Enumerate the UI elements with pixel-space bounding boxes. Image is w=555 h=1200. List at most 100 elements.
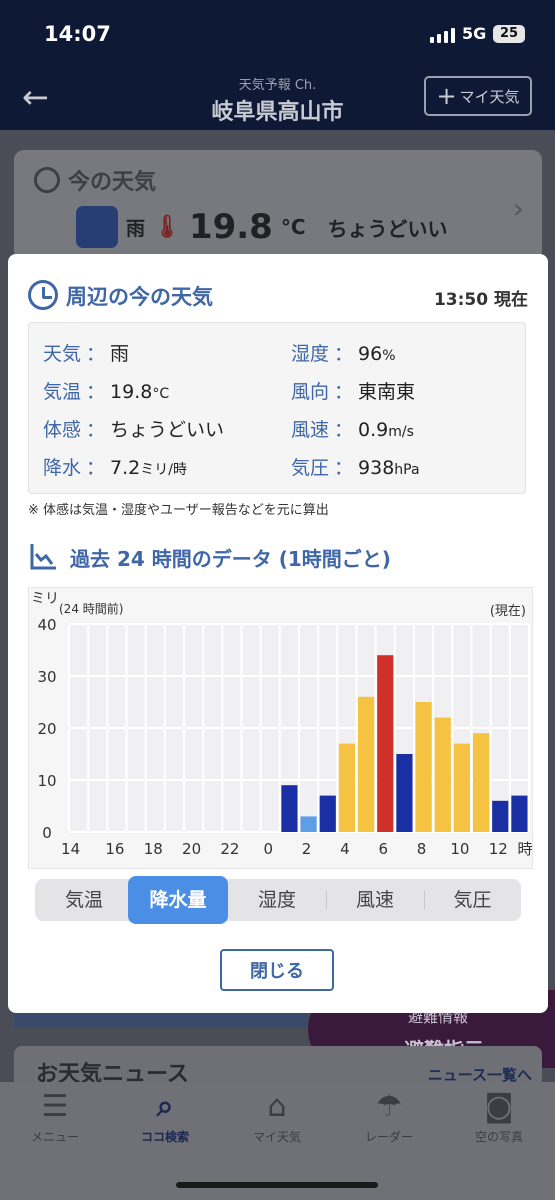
my-weather-label: マイ天気 <box>459 87 520 106</box>
rain-icon <box>76 206 118 248</box>
obs-value: 19.8 <box>110 381 153 403</box>
home-indicator <box>176 1182 378 1188</box>
obs-value: 96 <box>358 343 383 365</box>
obs-temperature: 気温 ： 19.8°C <box>43 377 169 404</box>
obs-wind-direction: 風向 ： 東南東 <box>291 377 415 404</box>
tab-wind-speed[interactable]: 風速 <box>355 889 394 911</box>
battery-icon: 25 <box>493 25 525 43</box>
history-header: 過去 24 時間のデータ (1時間ごと) <box>28 540 528 574</box>
tab-humidity[interactable]: 湿度 <box>257 889 296 911</box>
close-button[interactable]: 閉じる <box>220 949 334 991</box>
observed-time: 13:50 現在 <box>433 290 528 310</box>
precip-bar <box>415 702 432 832</box>
precip-bar <box>377 655 394 832</box>
menu-icon: ☰ <box>41 1089 69 1124</box>
obs-separator: ： <box>86 343 106 365</box>
obs-value: ちょうどいい <box>110 419 225 441</box>
tab-sky-photo[interactable]: ◙ 空の写真 <box>454 1090 544 1145</box>
plus-icon: + <box>436 82 457 110</box>
app-subtitle: 天気予報 Ch. <box>238 78 317 93</box>
obs-value-wrap: 938hPa <box>358 457 420 479</box>
modal-header: 周辺の今の天気 13:50 現在 <box>28 278 528 312</box>
precip-bar <box>473 733 490 832</box>
tab-search[interactable]: ⌕ ココ検索 <box>120 1090 210 1145</box>
obs-label: 気圧 <box>291 457 330 479</box>
precip-bar <box>396 754 413 832</box>
obs-label: 体感 <box>43 419 82 441</box>
condition-text: 雨 <box>126 217 146 240</box>
obs-separator: ： <box>86 419 106 441</box>
my-weather-button[interactable]: + マイ天気 <box>424 76 532 116</box>
obs-feels-like: 体感 ： ちょうどいい <box>43 415 224 442</box>
x-tick-label: 16 <box>105 840 124 858</box>
obs-value: 938 <box>358 457 395 479</box>
x-tick-label: 18 <box>144 840 163 858</box>
obs-separator: ： <box>86 381 106 403</box>
y-tick-label: 30 <box>37 668 56 686</box>
x-unit-label: 時 <box>517 840 532 858</box>
chart-unit-label: ミリ <box>31 591 59 607</box>
obs-wind-speed: 風速 ： 0.9m/s <box>291 415 414 442</box>
tab-radar[interactable]: ☂ レーダー <box>344 1090 434 1145</box>
background-banner-strip <box>14 1010 308 1028</box>
obs-separator: ： <box>334 381 354 403</box>
chart-svg: 0 10 20 30 40 14 16 18 20 22 0 2 4 6 8 10 12 時 <box>37 616 532 858</box>
precipitation-chart: 0 10 20 30 40 14 16 18 20 22 0 2 4 6 8 10 12 時 ミリ (24 時間前… <box>28 587 533 869</box>
tab-label: マイ天気 <box>252 1130 301 1144</box>
obs-unit: °C <box>152 386 170 402</box>
x-tick-label: 0 <box>263 840 273 858</box>
chart-end-label: (現在) <box>489 604 526 619</box>
feel-text: ちょうどいい <box>327 216 448 241</box>
chevron-right-icon: › <box>512 192 524 225</box>
tab-menu[interactable]: ☰ メニュー <box>10 1090 100 1145</box>
obs-separator: ： <box>334 343 354 365</box>
obs-unit: ミリ/時 <box>140 462 187 478</box>
precip-bar <box>338 743 355 832</box>
umbrella-icon: ☂ <box>375 1089 403 1124</box>
precip-bar <box>434 717 451 832</box>
x-tick-label: 22 <box>220 840 239 858</box>
tab-my-weather[interactable]: ⌂ マイ天気 <box>232 1090 322 1145</box>
tab-temperature[interactable]: 気温 <box>64 889 103 911</box>
obs-humidity: 湿度 ： 96% <box>291 339 396 366</box>
obs-value-wrap: 0.9m/s <box>358 419 414 441</box>
precip-bar <box>300 816 317 832</box>
thermometer-icon: 🌡 <box>153 214 181 240</box>
x-tick-label: 20 <box>182 840 201 858</box>
obs-value: 0.9 <box>358 419 389 441</box>
current-temp: 19.8 <box>188 207 273 247</box>
obs-label: 気温 <box>43 381 82 403</box>
camera-icon: ◙ <box>484 1089 514 1124</box>
obs-label: 降水 <box>43 457 82 479</box>
tab-label: ココ検索 <box>140 1130 189 1144</box>
obs-label: 風速 <box>291 419 330 441</box>
data-type-segmented-control: 気温 降水量 湿度 風速 気圧 <box>35 876 521 924</box>
status-time: 14:07 <box>44 22 111 46</box>
current-weather-card[interactable]: 今の天気 雨 🌡 19.8 °C ちょうどいい › <box>14 150 542 260</box>
tab-pressure[interactable]: 気圧 <box>453 889 492 911</box>
obs-value: 東南東 <box>358 381 416 403</box>
y-tick-label: 20 <box>37 720 56 738</box>
precip-bar <box>358 696 375 832</box>
app-bar: ← 天気予報 Ch. 岐阜県高山市 + マイ天気 <box>0 70 555 130</box>
tab-label: メニュー <box>30 1130 79 1144</box>
precip-bar <box>319 795 336 832</box>
page-title: 岐阜県高山市 <box>211 100 344 125</box>
tab-precipitation[interactable]: 降水量 <box>128 876 228 924</box>
obs-label: 天気 <box>43 343 82 365</box>
temp-unit: °C <box>280 215 306 239</box>
news-list-link[interactable]: ニュース一覧へ <box>427 1066 532 1084</box>
back-arrow-icon[interactable]: ← <box>22 78 49 116</box>
status-bar: 14:07 5G 25 <box>0 0 555 70</box>
precip-bar <box>492 800 509 832</box>
obs-pressure: 気圧 ： 938hPa <box>291 453 420 480</box>
obs-unit: m/s <box>388 424 414 440</box>
y-tick-label: 0 <box>42 824 52 842</box>
feels-like-note: ※ 体感は気温・湿度やユーザー報告などを元に算出 <box>28 503 329 518</box>
x-tick-label: 12 <box>489 840 508 858</box>
nearby-weather-modal: 周辺の今の天気 13:50 現在 天気 ： 雨 湿度 ： 96% 気温 ： 19… <box>8 254 548 1013</box>
modal-title: 周辺の今の天気 <box>66 285 213 309</box>
obs-label: 風向 <box>291 381 330 403</box>
segment-divider <box>424 891 425 909</box>
x-tick-label: 2 <box>302 840 312 858</box>
